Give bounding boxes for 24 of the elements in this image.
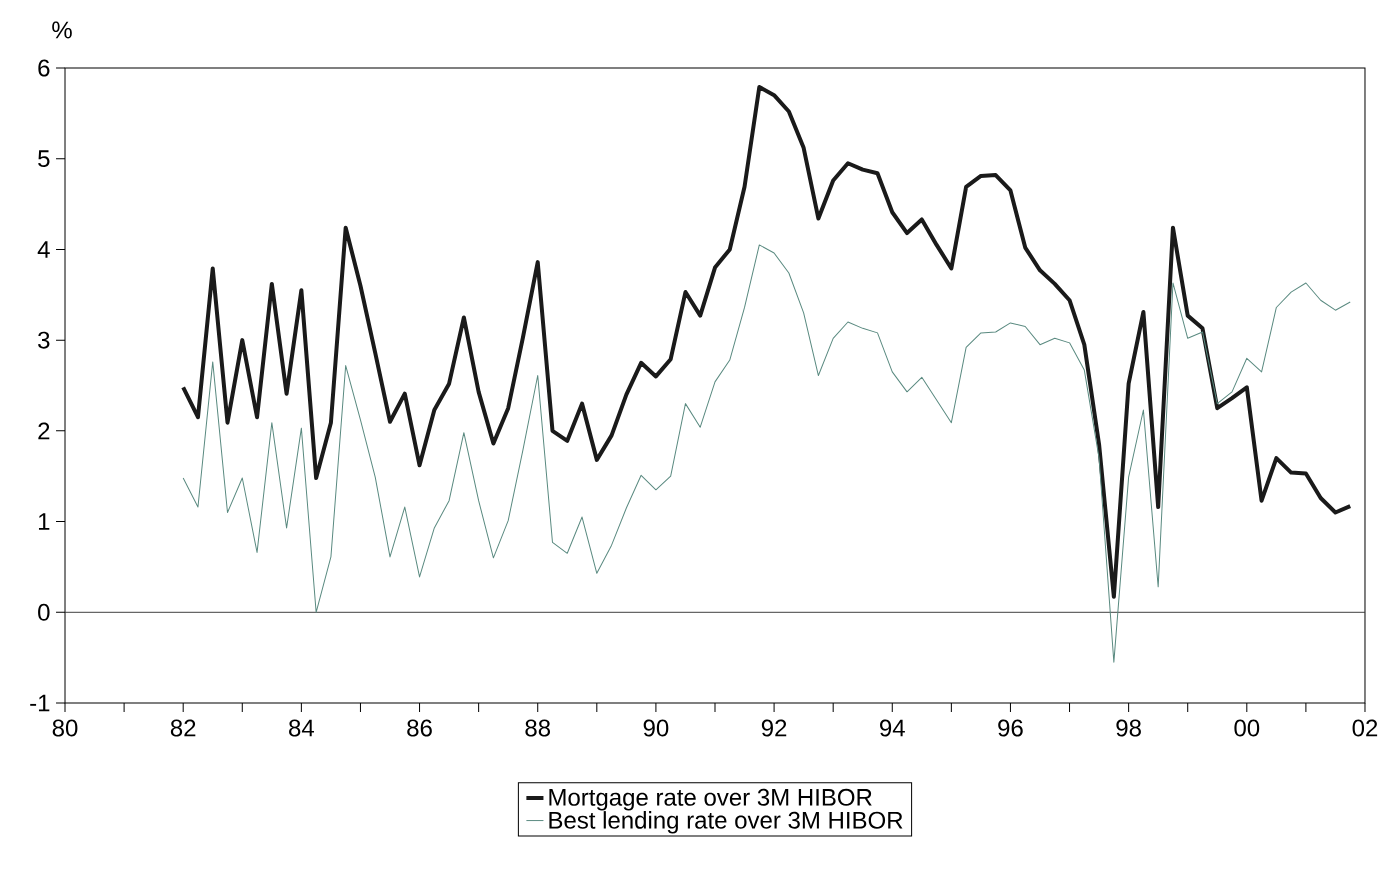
x-tick-label: 98 <box>1116 719 1141 737</box>
y-axis-title: % <box>52 21 72 39</box>
x-tick-label: 84 <box>289 719 314 737</box>
x-tick-label: 92 <box>761 719 787 737</box>
x-tick-label: 00 <box>1234 719 1260 737</box>
y-tick-label: 6 <box>38 59 50 77</box>
line-series <box>181 85 1353 599</box>
x-tick-label: 88 <box>525 719 551 737</box>
y-tick-label: 5 <box>38 150 50 168</box>
y-tick-label: -1 <box>30 694 50 712</box>
x-tick-label: 94 <box>880 719 905 737</box>
x-tick-label: 86 <box>407 719 432 737</box>
x-tick-label: 90 <box>643 719 669 737</box>
y-tick-label: 1 <box>38 513 50 530</box>
legend-label: Best lending rate over 3M HIBOR <box>549 811 903 834</box>
y-tick-label: 2 <box>38 422 50 440</box>
x-tick-label: 80 <box>52 719 78 737</box>
x-tick-label: 82 <box>170 719 196 737</box>
y-tick-label: 4 <box>37 241 50 258</box>
legend-label: Mortgage rate over 3M HIBOR <box>549 788 872 811</box>
x-tick-label: 96 <box>998 719 1023 737</box>
y-tick-label: 3 <box>38 331 50 349</box>
y-tick-label: 0 <box>38 603 50 621</box>
x-tick-label: 02 <box>1352 719 1378 737</box>
